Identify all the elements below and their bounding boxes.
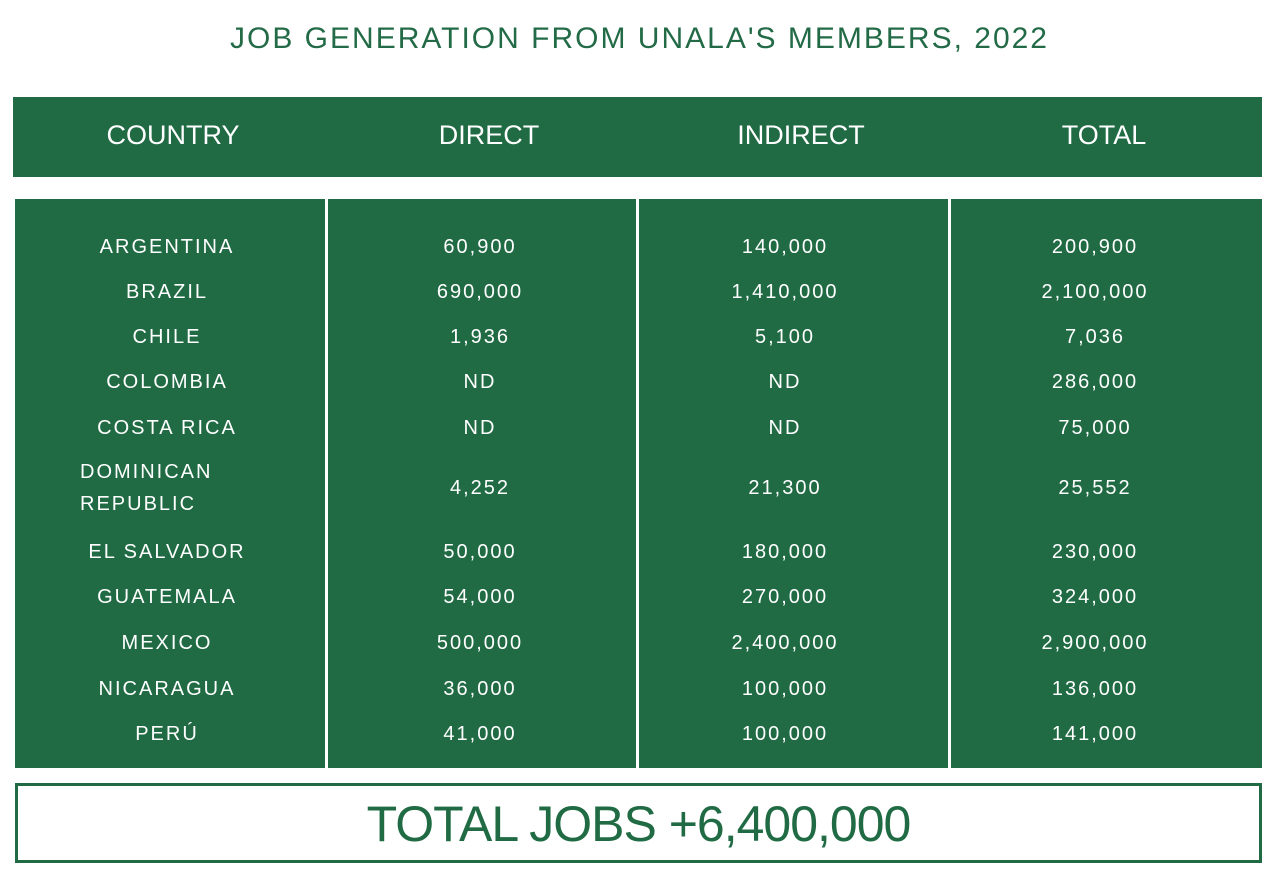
header-cell: INDIRECT: [737, 120, 865, 150]
value-cell: 100,000: [741, 678, 829, 700]
value-cell: 21,300: [748, 477, 822, 499]
header-cell: TOTAL: [1061, 120, 1147, 150]
value-cell: 41,000: [443, 723, 517, 745]
value-cell: ND: [463, 371, 497, 393]
value-cell: 2,900,000: [1041, 632, 1149, 654]
value-cell: 140,000: [741, 236, 829, 258]
column-divider: [948, 199, 951, 768]
header-band: [13, 97, 1262, 177]
value-cell: 60,900: [443, 236, 517, 258]
value-cell: 136,000: [1051, 678, 1139, 700]
value-cell: 690,000: [436, 281, 524, 303]
value-cell: 286,000: [1051, 371, 1139, 393]
country-cell: MEXICO: [121, 632, 213, 654]
header-cell: DIRECT: [438, 120, 540, 150]
value-cell: 4,252: [449, 477, 511, 499]
country-cell: GUATEMALA: [97, 586, 237, 608]
value-cell: 2,400,000: [731, 632, 839, 654]
value-cell: 180,000: [741, 541, 829, 563]
column-divider: [325, 199, 328, 768]
country-cell: COLOMBIA: [106, 371, 228, 393]
country-cell: CHILE: [132, 326, 202, 348]
country-cell: BRAZIL: [125, 281, 209, 303]
value-cell: 230,000: [1051, 541, 1139, 563]
value-cell: 50,000: [443, 541, 517, 563]
value-cell: 2,100,000: [1041, 281, 1149, 303]
header-cell: COUNTRY: [106, 120, 240, 150]
value-cell: ND: [768, 417, 802, 439]
value-cell: ND: [768, 371, 802, 393]
country-cell: EL SALVADOR: [88, 541, 246, 563]
value-cell: 1,410,000: [731, 281, 839, 303]
value-cell: 100,000: [741, 723, 829, 745]
country-cell: COSTA RICA: [97, 417, 237, 439]
value-cell: 1,936: [449, 326, 511, 348]
value-cell: 75,000: [1058, 417, 1132, 439]
value-cell: 7,036: [1064, 326, 1126, 348]
total-banner: TOTAL JOBS +6,400,000: [15, 783, 1262, 863]
title: JOB GENERATION FROM UNALA'S MEMBERS, 202…: [230, 22, 1049, 55]
value-cell: 36,000: [443, 678, 517, 700]
country-cell: PERÚ: [135, 723, 199, 745]
value-cell: 270,000: [741, 586, 829, 608]
value-cell: 200,900: [1051, 236, 1139, 258]
country-cell: ARGENTINA: [99, 236, 235, 258]
value-cell: 5,100: [754, 326, 816, 348]
country-cell: DOMINICAN REPUBLIC: [80, 461, 213, 515]
column-divider: [636, 199, 639, 768]
value-cell: 141,000: [1051, 723, 1139, 745]
value-cell: ND: [463, 417, 497, 439]
country-cell: NICARAGUA: [98, 678, 236, 700]
value-cell: 500,000: [436, 632, 524, 654]
value-cell: 324,000: [1051, 586, 1139, 608]
value-cell: 54,000: [443, 586, 517, 608]
value-cell: 25,552: [1058, 477, 1132, 499]
